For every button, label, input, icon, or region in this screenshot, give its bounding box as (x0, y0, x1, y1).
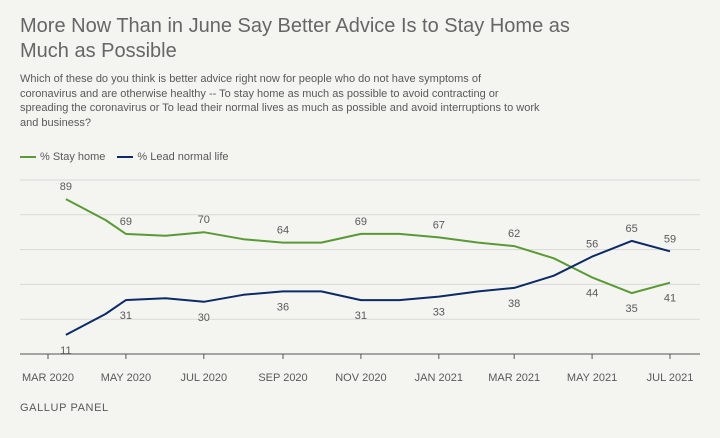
legend-item-normal-life: % Lead normal life (117, 151, 229, 163)
legend-label-normal-life: % Lead normal life (137, 151, 229, 163)
x-tick-label: JUL 2020 (180, 372, 227, 384)
data-label-stay-home: 44 (586, 287, 598, 299)
legend-swatch-stay-home (20, 156, 36, 158)
data-label-normal-life: 31 (355, 310, 367, 322)
data-label-stay-home: 67 (433, 219, 445, 231)
x-tick-label: MAR 2021 (488, 372, 540, 384)
data-label-normal-life: 65 (626, 223, 638, 235)
x-tick-label: MAY 2021 (567, 372, 617, 384)
data-label-normal-life: 33 (433, 307, 445, 319)
legend: % Stay home % Lead normal life (20, 151, 229, 163)
chart-title: More Now Than in June Say Better Advice … (20, 15, 570, 62)
legend-swatch-normal-life (117, 156, 134, 158)
series-line-stay-home (65, 198, 671, 295)
data-label-stay-home: 62 (508, 228, 520, 240)
data-label-normal-life: 31 (120, 310, 132, 322)
data-label-normal-life: 56 (586, 239, 598, 251)
data-label-normal-life: 30 (198, 312, 210, 324)
source-note: GALLUP PANEL (20, 402, 109, 414)
data-label-stay-home: 89 (60, 181, 72, 193)
x-tick-label: NOV 2020 (335, 372, 386, 384)
data-label-stay-home: 69 (120, 216, 132, 228)
x-tick-label: MAR 2020 (22, 372, 74, 384)
x-tick-label: SEP 2020 (258, 372, 307, 384)
data-label-normal-life: 38 (508, 298, 520, 310)
legend-label-stay-home: % Stay home (40, 151, 106, 163)
x-tick-label: MAY 2020 (101, 372, 151, 384)
data-label-stay-home: 41 (664, 293, 676, 305)
series-line-normal-life (65, 239, 671, 336)
x-tick-label: JAN 2021 (415, 372, 463, 384)
data-label-normal-life: 59 (664, 233, 676, 245)
data-label-stay-home: 35 (626, 303, 638, 315)
data-label-stay-home: 70 (198, 214, 210, 226)
data-label-stay-home: 64 (277, 225, 289, 237)
data-label-normal-life: 11 (60, 345, 71, 357)
x-tick-label: JUL 2021 (647, 372, 694, 384)
legend-item-stay-home: % Stay home (20, 151, 105, 163)
data-label-normal-life: 36 (277, 301, 289, 313)
data-label-stay-home: 69 (355, 216, 367, 228)
survey-question: Which of these do you think is better ad… (20, 73, 540, 129)
